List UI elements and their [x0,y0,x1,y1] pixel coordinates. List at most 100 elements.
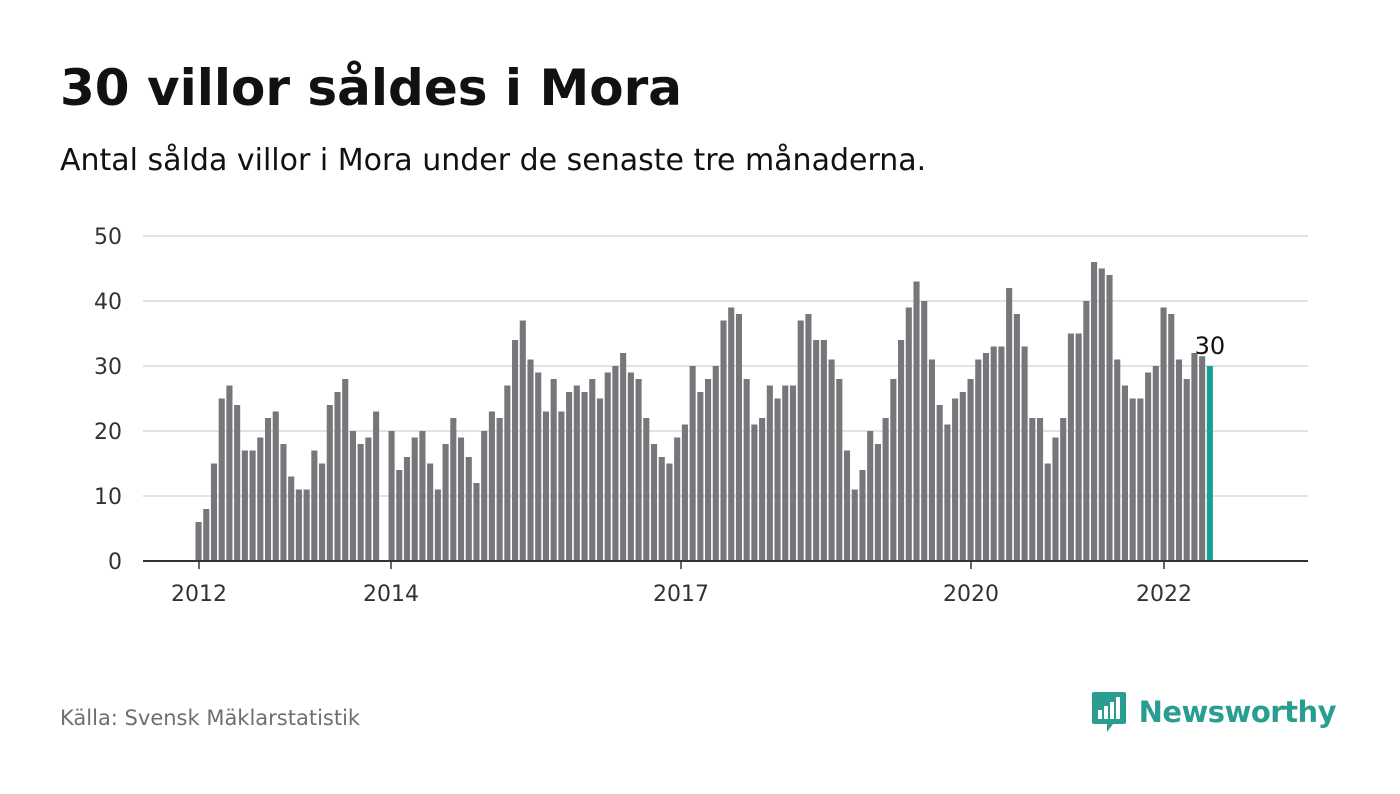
x-axis-tick-labels: 2012 2014 2017 2020 2022 [171,582,1192,607]
bar [789,385,797,561]
bar [843,450,851,561]
bar [419,431,426,561]
bar [882,418,889,561]
bar [295,489,302,561]
bar [1106,275,1113,561]
bar [859,470,866,561]
bar [1083,301,1090,561]
bar [975,359,982,561]
bar [1121,385,1128,561]
bar [411,437,418,561]
bar [1006,288,1013,561]
bar [573,385,580,561]
bar [596,398,604,561]
bar [1199,356,1206,561]
newsworthy-logo-icon [1091,692,1126,732]
bar [488,411,495,561]
bar [450,418,457,561]
bar [1052,437,1059,561]
bar [998,346,1005,561]
bar [1021,346,1028,561]
y-tick-label: 20 [94,420,122,445]
y-tick-label: 10 [94,485,122,510]
y-axis-tick-labels: 0 10 20 30 40 50 [94,225,122,575]
bar [982,353,990,561]
bar [759,418,766,561]
bar [720,320,727,561]
bar [542,411,549,561]
data-label-last-value: 30 [1195,332,1226,360]
bar [782,385,789,561]
bar [342,379,349,561]
bar [890,379,897,561]
bar [218,398,225,561]
bar [751,424,758,561]
bar [311,450,318,561]
bar [1036,418,1044,561]
bar [712,366,719,561]
bar [604,372,611,561]
y-tick-label: 30 [94,355,122,380]
bar [1145,372,1152,561]
bar [349,431,356,561]
bar [1175,359,1183,561]
bar [612,366,619,561]
x-tick-label: 2014 [363,582,419,607]
bar [944,424,951,561]
bar [936,405,943,561]
bar [689,366,696,561]
bar [234,405,241,561]
bar-highlight [1206,366,1213,561]
bar [1137,398,1144,561]
bar [566,392,573,561]
bar [928,359,935,561]
bar [867,431,874,561]
bar [635,379,642,561]
x-tick-label: 2017 [653,582,709,607]
bar [650,444,658,561]
brand-logo[interactable]: Newsworthy [1091,690,1337,734]
bar [527,359,534,561]
bar [735,314,742,561]
bar [705,379,712,561]
bar [851,489,858,561]
bar [697,392,704,561]
x-axis [143,560,1308,569]
bars [195,262,1213,561]
y-tick-label: 0 [108,550,122,575]
bar [241,450,248,561]
bar [620,353,627,561]
bar [272,411,279,561]
bar [921,301,928,561]
bar [326,405,333,561]
bar [558,411,565,561]
bar [1152,366,1159,561]
bar [1168,314,1175,561]
bar [1029,418,1036,561]
source-note: Källa: Svensk Mäklarstatistik [60,706,361,730]
bar [1191,353,1198,561]
bar [959,392,966,561]
bar [280,444,287,561]
bar [303,489,310,561]
brand-name: Newsworthy [1138,695,1337,729]
bar [581,392,588,561]
bar [512,340,519,561]
bar [550,379,557,561]
x-tick-label: 2022 [1136,582,1192,607]
bar [836,379,843,561]
bar [1075,333,1082,561]
bar [257,437,264,561]
bar [319,463,326,561]
bar [288,476,295,561]
y-tick-label: 50 [94,225,122,250]
bar [666,463,673,561]
bar [210,463,218,561]
bar [913,281,920,561]
bar [820,340,827,561]
bar [874,444,881,561]
bar [797,320,804,561]
page-subtitle: Antal sålda villor i Mora under de senas… [60,143,927,178]
bar [658,457,665,561]
